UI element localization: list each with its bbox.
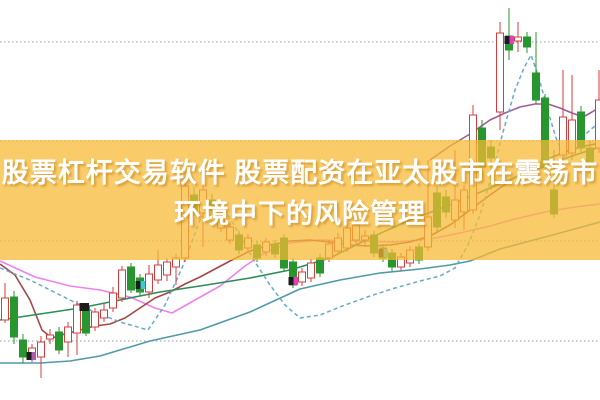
candle-down — [19, 339, 27, 358]
candle-up — [91, 311, 99, 328]
candle-up — [46, 334, 54, 340]
candle-up — [118, 269, 126, 299]
signal-marker-magenta — [509, 36, 514, 44]
candle-up — [1, 297, 9, 321]
candle-up — [163, 261, 171, 276]
headline-line-1: 股票杠杆交易软件 股票配资在亚太股市在震荡市 — [1, 158, 599, 188]
candle-down — [523, 36, 531, 48]
signal-marker-violet — [31, 352, 36, 360]
candle-up — [37, 341, 45, 358]
signal-marker — [288, 277, 294, 285]
signal-marker-black — [84, 303, 89, 311]
candle-up — [514, 36, 522, 42]
candle-down — [532, 72, 540, 101]
signal-marker — [26, 352, 32, 360]
candle-up — [64, 326, 72, 343]
candle-down — [127, 266, 135, 291]
candle-up — [154, 264, 162, 281]
headline-banner: 股票杠杆交易软件 股票配资在亚太股市在震荡市 环境中下的风险管理 — [0, 140, 600, 260]
candle-down — [316, 257, 324, 274]
candle-up — [145, 273, 153, 293]
candle-up — [73, 304, 81, 334]
candle-down — [55, 331, 63, 351]
signal-marker — [504, 36, 510, 44]
signal-marker — [135, 281, 141, 289]
headline-line-2: 环境中下的风险管理 — [174, 199, 426, 229]
candle-down — [10, 296, 18, 338]
candle-up — [496, 32, 504, 113]
signal-marker-magenta — [293, 277, 298, 285]
signal-marker — [79, 303, 85, 311]
candle-up — [298, 271, 306, 283]
candle-up — [307, 262, 315, 279]
candle-up — [109, 292, 117, 309]
candle-up — [100, 309, 108, 319]
signal-marker-cyan — [140, 281, 145, 289]
